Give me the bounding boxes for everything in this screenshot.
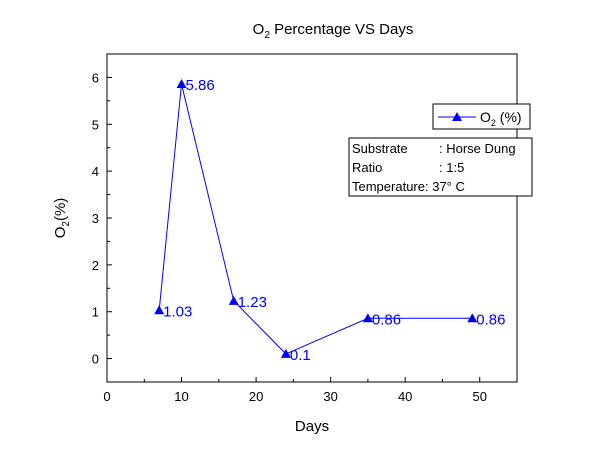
ylabel-base: O (52, 227, 69, 239)
data-label: 5.86 (186, 77, 215, 94)
y-tick-label: 1 (92, 305, 99, 320)
legend: O2 (%) (432, 103, 531, 130)
y-tick-label: 0 (92, 352, 99, 367)
ylabel-rest: (%) (52, 198, 69, 221)
legend-label-rest: (%) (496, 109, 522, 125)
data-point-triangle (362, 313, 373, 323)
data-label: 1.23 (238, 294, 267, 311)
info-substrate-value: : Horse Dung (439, 141, 516, 156)
title-sub: 2 (264, 30, 270, 41)
chart-title: O2 Percentage VS Days (253, 21, 414, 41)
x-tick-label: 40 (398, 389, 412, 404)
data-label: 0.86 (476, 311, 505, 328)
info-temperature-label: Temperature (352, 179, 425, 194)
y-tick-label: 5 (92, 117, 99, 132)
series-o2: 1.03 5.86 1.23 0.1 0.86 0.86 (154, 77, 505, 364)
info-ratio-value: : 1:5 (439, 160, 464, 175)
x-tick-label: 10 (174, 389, 188, 404)
series-line (158, 83, 473, 355)
info-box-frame (348, 137, 533, 197)
x-tick-label: 0 (103, 389, 110, 404)
ylabel-sub: 2 (61, 221, 72, 227)
legend-label-sub: 2 (491, 118, 496, 128)
info-substrate-label: Substrate (352, 141, 408, 156)
svg-text:O2(%): O2(%) (52, 198, 72, 239)
svg-text:Temperature: 37° C: Temperature: 37° C (352, 179, 465, 194)
x-axis: 0 10 20 30 40 50 (103, 377, 487, 404)
legend-label-base: O (480, 109, 491, 125)
title-rest: Percentage VS Days (270, 21, 413, 38)
y-tick-label: 2 (92, 258, 99, 273)
y-axis-label: O2(%) (52, 198, 72, 239)
y-tick-label: 4 (92, 164, 99, 179)
y-tick-label: 3 (92, 211, 99, 226)
info-ratio-label: Ratio (352, 160, 382, 175)
x-tick-label: 20 (249, 389, 263, 404)
data-point-triangle (467, 313, 478, 323)
data-point-triangle (280, 348, 291, 358)
title-base: O (253, 21, 265, 38)
data-label: 1.03 (163, 303, 192, 320)
svg-text:O2 Percentage VS Days: O2 Percentage VS Days (253, 21, 414, 41)
svg-text:O2 (%): O2 (%) (480, 109, 522, 128)
x-tick-label: 50 (472, 389, 486, 404)
data-label: 0.1 (290, 347, 311, 364)
x-tick-label: 30 (323, 389, 337, 404)
info-temperature-value: : 37° C (425, 179, 465, 194)
data-point-triangle (154, 305, 165, 315)
data-point-triangle (228, 295, 239, 305)
data-point-triangle (176, 78, 187, 88)
y-tick-label: 6 (92, 70, 99, 85)
info-box: Substrate : Horse Dung Ratio : 1:5 Tempe… (348, 137, 533, 197)
data-label: 0.86 (372, 311, 401, 328)
legend-marker-triangle (452, 112, 462, 121)
x-axis-label: Days (295, 418, 329, 435)
y-axis: 0 1 2 3 4 5 6 (92, 70, 112, 367)
